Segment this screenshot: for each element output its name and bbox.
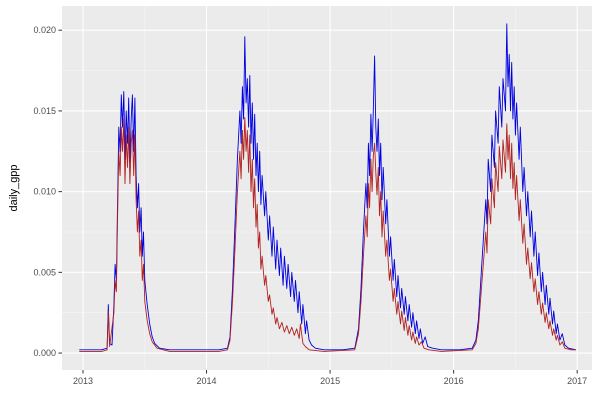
y-tick-label: 0.005 [33,267,56,277]
y-tick-label: 0.000 [33,348,56,358]
x-tick-label: 2014 [197,376,217,386]
panel-background [62,6,592,370]
series-line-red [79,116,576,352]
x-tick-label: 2017 [567,376,587,386]
y-tick-label: 0.015 [33,106,56,116]
x-tick-label: 2016 [444,376,464,386]
y-axis-title: daily_gpp [8,164,20,212]
x-tick-label: 2015 [320,376,340,386]
x-tick-label: 2013 [73,376,93,386]
y-tick-label: 0.010 [33,187,56,197]
y-tick-label: 0.020 [33,25,56,35]
series-line-blue [79,23,576,351]
